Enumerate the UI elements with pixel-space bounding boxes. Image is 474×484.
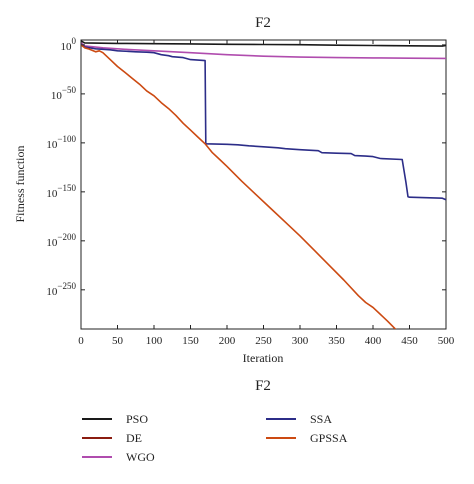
x-tick-label: 450	[401, 335, 418, 347]
x-tick-label: 350	[328, 335, 345, 347]
legend-label-gpssa: GPSSA	[310, 431, 348, 445]
x-tick-label: 50	[112, 335, 124, 347]
y-axis: 100 10−50 10−100 10−150 10−200 10−250	[46, 36, 446, 298]
series-layer	[81, 40, 446, 329]
x-axis-title: Iteration	[243, 351, 284, 365]
chart-caption: F2	[255, 378, 271, 394]
series-line-wgo	[81, 42, 446, 60]
x-tick-label: 200	[219, 335, 236, 347]
x-tick-label: 400	[365, 335, 382, 347]
x-tick-label: 150	[182, 335, 199, 347]
series-line-gpssa	[81, 44, 397, 329]
y-tick-label: 10−150	[46, 183, 76, 200]
chart-title: F2	[255, 15, 271, 31]
x-tick-label: 300	[292, 335, 309, 347]
x-axis: 0 50 100 150 200 250 300 350 400 450 500	[78, 40, 455, 347]
y-tick-label: 10−200	[46, 232, 76, 249]
y-tick-label: 100	[61, 36, 77, 53]
y-tick-label: 10−100	[46, 134, 76, 151]
y-axis-title: Fitness function	[13, 146, 27, 223]
y-tick-label: 10−250	[46, 281, 76, 298]
y-tick-label: 10−50	[51, 85, 77, 102]
legend-label-wgo: WGO	[126, 450, 155, 464]
x-tick-label: 500	[438, 335, 455, 347]
plot-frame	[80, 39, 447, 330]
legend-label-pso: PSO	[126, 412, 148, 426]
series-line-ssa	[81, 44, 446, 201]
x-tick-label: 250	[255, 335, 272, 347]
legend-label-de: DE	[126, 431, 142, 445]
legend: PSO DE WGO SSA GPSSA	[82, 412, 348, 464]
x-tick-label: 100	[146, 335, 163, 347]
x-tick-label: 0	[78, 335, 84, 347]
legend-label-ssa: SSA	[310, 412, 332, 426]
